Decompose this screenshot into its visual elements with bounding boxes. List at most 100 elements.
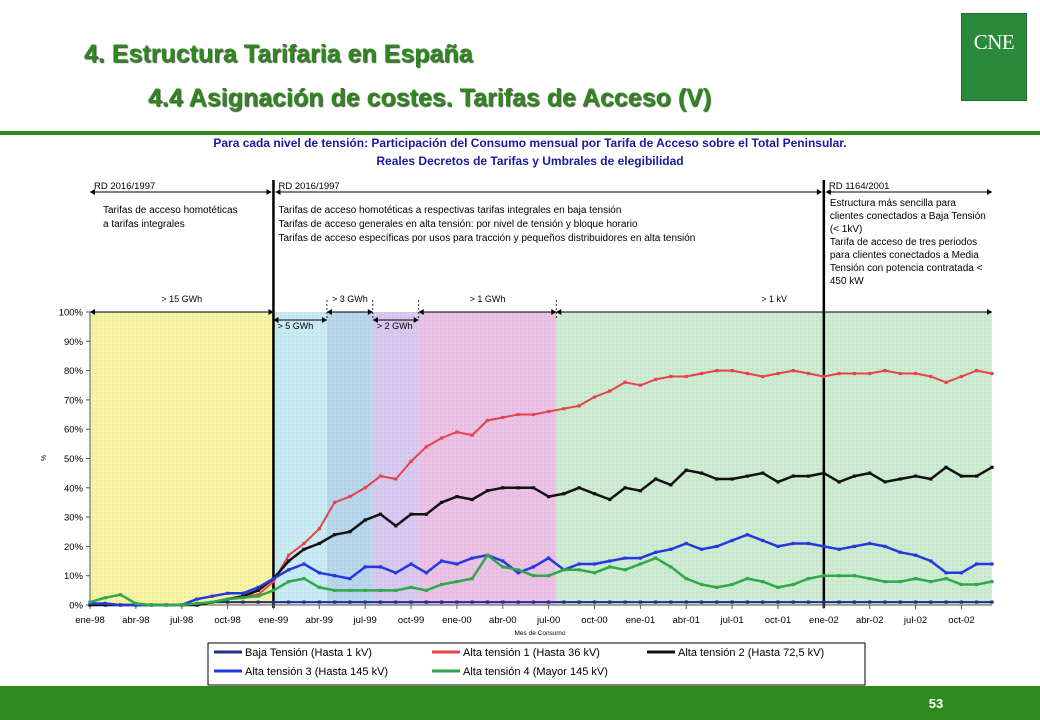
threshold-label-b1: > 2 GWh [377, 321, 413, 331]
series-1-point-34 [608, 389, 612, 393]
series-4-point-0 [88, 600, 92, 604]
series-2-point-38 [669, 483, 673, 487]
series-1-point-46 [791, 369, 795, 373]
series-3-point-25 [470, 556, 474, 560]
series-4-point-45 [776, 585, 780, 589]
series-4-point-28 [516, 568, 520, 572]
series-0-point-42 [730, 600, 734, 604]
legend-label-1: Alta tensión 1 (Hasta 36 kV) [463, 647, 600, 659]
series-0-point-57 [959, 600, 963, 604]
region-texture-0 [90, 312, 274, 605]
series-2-point-22 [424, 512, 428, 516]
series-0-point-9 [226, 600, 230, 604]
series-4-point-34 [608, 565, 612, 569]
block2-line-1: Tarifas de acceso generales en alta tens… [278, 219, 638, 230]
series-1-point-56 [944, 380, 948, 384]
series-3-point-29 [531, 565, 535, 569]
series-2-point-52 [883, 480, 887, 484]
threshold-arrow-3-head-r [987, 309, 992, 315]
series-4-point-2 [119, 593, 123, 597]
x-tick-label-3: oct-98 [214, 615, 240, 626]
series-1-point-35 [623, 380, 627, 384]
series-4-point-39 [684, 577, 688, 581]
series-3-point-19 [378, 565, 383, 569]
series-1-point-43 [745, 371, 749, 376]
series-0-point-22 [424, 600, 428, 604]
series-4-point-41 [715, 585, 719, 589]
threshold-label-0: > 15 GWh [161, 294, 202, 304]
series-4-point-50 [852, 574, 856, 578]
series-1-point-16 [333, 500, 337, 504]
x-tick-label-12: ene-01 [626, 615, 656, 626]
chart-title: Para cada nivel de tensión: Participació… [213, 136, 846, 150]
series-0-point-33 [592, 600, 597, 604]
series-3-point-40 [699, 547, 704, 551]
series-4-point-17 [348, 588, 352, 592]
x-tick-label-19: oct-02 [948, 615, 974, 626]
series-0-point-29 [531, 600, 535, 604]
series-0-point-21 [409, 600, 413, 604]
series-1-point-40 [699, 371, 704, 376]
x-tick-label-16: ene-02 [809, 615, 839, 626]
series-2-point-46 [791, 474, 795, 478]
threshold-arrow-2-head-l [418, 309, 424, 315]
series-3-point-22 [424, 571, 428, 575]
series-4-point-11 [256, 594, 260, 598]
rd-arrow-2-head-r [987, 189, 992, 195]
x-tick-label-5: abr-99 [306, 615, 333, 626]
series-2-point-37 [654, 477, 658, 481]
series-0-point-50 [852, 600, 856, 604]
series-4-point-52 [883, 580, 887, 584]
series-3-point-56 [944, 571, 948, 575]
region-texture-2 [326, 312, 373, 605]
series-4-point-1 [103, 596, 107, 600]
series-1-point-32 [577, 404, 581, 408]
series-3-point-47 [806, 541, 811, 546]
rd-arrow-1-head-r [816, 189, 822, 195]
series-1-point-53 [898, 371, 902, 376]
series-0-point-31 [562, 600, 566, 604]
series-2-point-44 [761, 471, 765, 475]
series-1-point-15 [317, 527, 321, 531]
series-3-point-46 [791, 541, 795, 546]
page-number: 53 [928, 696, 944, 711]
series-2-point-51 [868, 471, 872, 475]
series-2-point-24 [455, 495, 459, 499]
series-4-point-14 [302, 577, 306, 581]
x-axis-title: Mes de Consumo [515, 630, 566, 637]
series-0-point-55 [929, 600, 933, 604]
series-4-point-12 [271, 588, 276, 592]
series-0-point-56 [944, 600, 948, 604]
series-4-point-49 [837, 574, 841, 578]
series-0-point-58 [975, 600, 979, 604]
series-4-point-33 [592, 571, 597, 575]
series-3-point-20 [394, 571, 398, 575]
threshold-arrow-0-head-l [90, 309, 95, 315]
series-4-point-29 [531, 574, 535, 578]
series-4-point-20 [394, 588, 398, 592]
series-line-0 [90, 601, 992, 606]
series-4-point-58 [975, 582, 979, 587]
block3-line-6: 450 kW [830, 276, 864, 287]
series-3-point-21 [409, 562, 413, 566]
series-1-point-36 [638, 383, 642, 387]
block3-line-4: para clientes conectados a Media [830, 250, 979, 261]
series-4-point-9 [226, 597, 230, 601]
series-1-point-26 [485, 418, 490, 422]
series-4-point-43 [745, 577, 749, 581]
consumption-share-chart: Para cada nivel de tensión: Participació… [41, 136, 994, 686]
series-3-point-1 [103, 601, 107, 606]
rd-arrow-0-head-r [266, 189, 272, 195]
series-0-point-53 [898, 600, 902, 604]
series-2-point-42 [730, 477, 734, 481]
x-tick-label-15: oct-01 [765, 615, 791, 626]
series-1-point-58 [975, 369, 979, 373]
x-tick-label-18: jul-02 [903, 615, 927, 626]
series-1-point-14 [302, 541, 306, 546]
series-3-point-27 [501, 559, 505, 563]
block2-line-2: Tarifas de acceso específicas por usos p… [278, 233, 695, 244]
rd-label-1: RD 2016/1997 [278, 181, 339, 192]
series-1-point-49 [837, 371, 841, 376]
series-3-point-14 [302, 562, 306, 566]
y-tick-label-2: 20% [64, 542, 84, 553]
